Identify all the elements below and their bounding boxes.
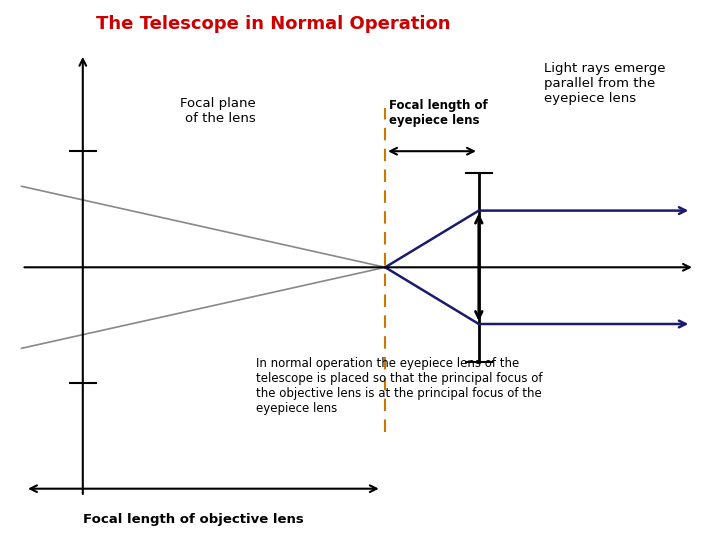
Text: Focal length of objective lens: Focal length of objective lens — [83, 513, 304, 526]
Text: Focal length of
eyepiece lens: Focal length of eyepiece lens — [389, 99, 487, 127]
Text: Focal plane
of the lens: Focal plane of the lens — [180, 97, 256, 125]
Text: The Telescope in Normal Operation: The Telescope in Normal Operation — [96, 15, 451, 33]
Text: Light rays emerge
parallel from the
eyepiece lens: Light rays emerge parallel from the eyep… — [544, 62, 665, 105]
Text: In normal operation the eyepiece lens of the
telescope is placed so that the pri: In normal operation the eyepiece lens of… — [256, 357, 542, 415]
